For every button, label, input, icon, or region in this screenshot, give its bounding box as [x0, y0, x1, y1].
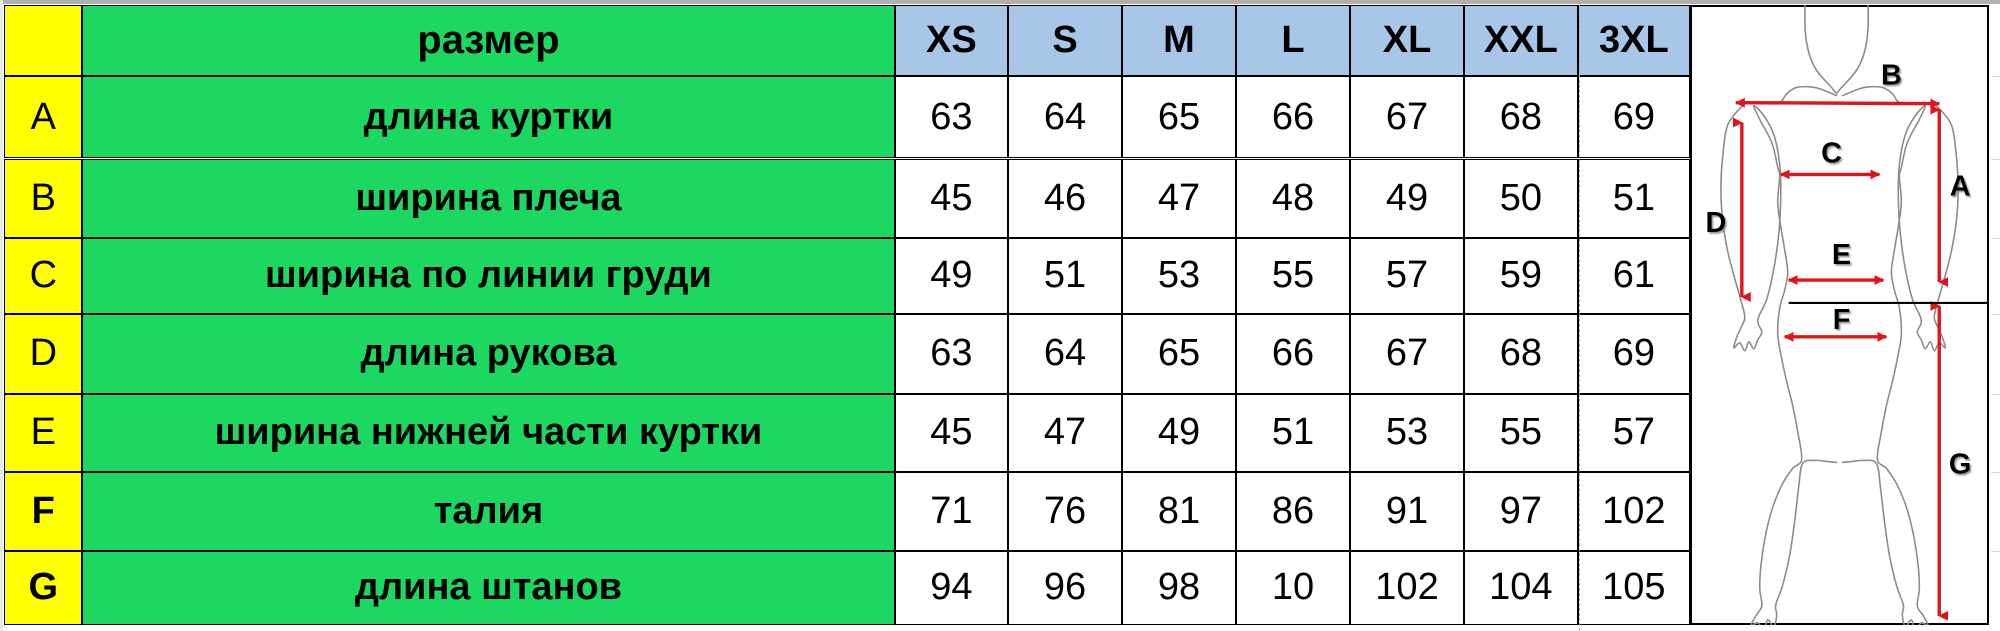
svg-text:B: B: [1881, 59, 1902, 91]
svg-text:E: E: [1832, 239, 1851, 271]
svg-text:C: C: [1821, 137, 1842, 169]
svg-text:D: D: [1705, 207, 1726, 239]
svg-text:A: A: [1950, 170, 1971, 202]
svg-text:F: F: [1833, 304, 1851, 336]
svg-text:G: G: [1949, 448, 1971, 480]
